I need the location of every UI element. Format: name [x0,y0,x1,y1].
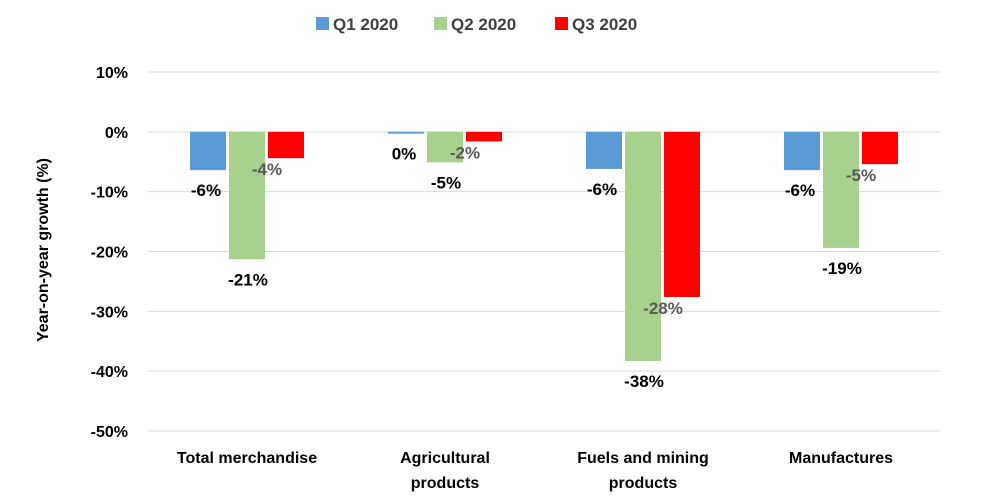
data-label: -5% [846,166,876,185]
legend-swatch [434,17,447,30]
legend-label: Q2 2020 [451,15,516,34]
data-label: -2% [450,143,480,162]
bar-q3-2020 [268,131,304,159]
data-label: -19% [822,259,862,278]
data-label: -21% [228,270,268,289]
bar-q3-2020 [862,131,898,165]
bar-q1-2020 [784,131,820,171]
y-axis-ticks: 10% 0% -10% -20% -30% -40% -50% [91,65,128,441]
gridlines [148,71,940,432]
category-label: Fuels and mining [577,450,709,467]
y-tick-label: -20% [91,245,128,262]
category-label: products [411,475,480,492]
bar-q1-2020 [586,131,622,169]
data-label: -38% [624,372,664,391]
data-label: -6% [785,181,815,200]
data-label: -4% [252,160,282,179]
bar-q3-2020 [664,131,700,297]
bar-q2-2020 [427,131,463,163]
data-label: -6% [191,181,221,200]
bar-q1-2020 [190,131,226,171]
category-label: products [609,475,678,492]
bars [190,131,898,361]
y-tick-label: -40% [91,364,128,381]
y-tick-label: 0% [105,125,128,142]
data-label: -5% [431,173,461,192]
data-label: -28% [643,299,683,318]
legend-label: Q1 2020 [333,15,398,34]
bar-q2-2020 [229,131,265,260]
y-tick-label: 10% [96,65,128,82]
data-labels: -6% -21% -4% 0% -5% -2% -6% -38% -28% -6% -19% -5% [191,143,876,391]
legend-swatch [316,17,329,30]
data-label: -6% [587,180,617,199]
legend-label: Q3 2020 [572,15,637,34]
y-axis-label: Year-on-year growth (%) [35,158,52,342]
category-label: Agricultural [400,450,490,467]
y-tick-label: -30% [91,304,128,321]
data-label: 0% [392,145,417,164]
bar-q3-2020 [466,131,502,142]
legend-swatch [555,17,568,30]
y-tick-label: -50% [91,424,128,441]
bar-q2-2020 [823,131,859,248]
category-label: Total merchandise [177,450,317,467]
category-label: Manufactures [789,450,893,467]
y-tick-label: -10% [91,185,128,202]
x-axis-categories: Total merchandise Agricultural products Fue… [177,450,893,492]
legend: Q1 2020 Q2 2020 Q3 2020 [316,15,637,34]
bar-q1-2020 [388,131,424,134]
bar-q2-2020 [625,131,661,361]
